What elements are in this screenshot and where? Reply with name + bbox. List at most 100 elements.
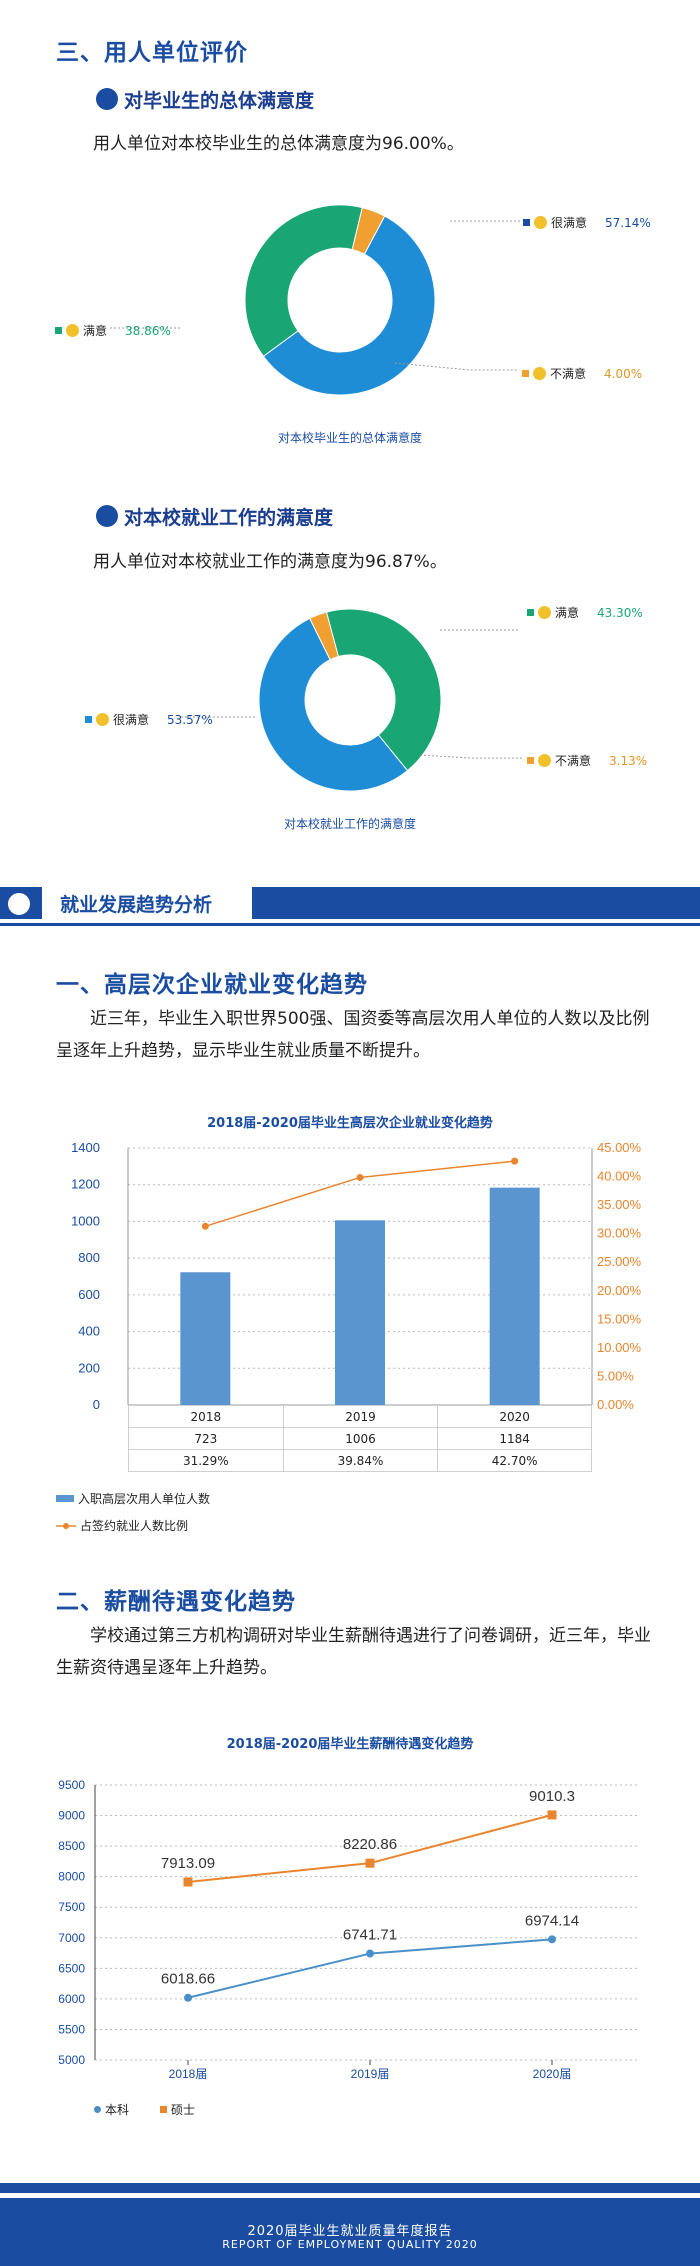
x-tick-label: 2018届 bbox=[169, 2067, 208, 2081]
badge-icon bbox=[96, 88, 118, 110]
table-row: 723 1006 1184 bbox=[128, 1427, 592, 1450]
y-tick-label: 5500 bbox=[58, 2022, 85, 2036]
legend-label: 满意 bbox=[83, 324, 108, 338]
legend-swatch bbox=[94, 2106, 101, 2113]
salary-line-chart: 5000 5500 6000 6500 7000 7500 8000 8500 9000 9500… bbox=[58, 1778, 640, 2081]
legend-item-unsatisfied: 不满意 4.00% bbox=[522, 365, 642, 382]
legend-label: 入职高层次用人单位人数 bbox=[78, 1492, 211, 1506]
donut-slice bbox=[325, 608, 442, 772]
legend-swatch bbox=[527, 757, 534, 764]
legend-swatch bbox=[55, 327, 62, 334]
data-label: 9010.3 bbox=[529, 1788, 575, 1805]
data-point bbox=[366, 1949, 374, 1958]
section-title: 一、高层次企业就业变化趋势 bbox=[56, 972, 368, 998]
legend-label: 满意 bbox=[555, 606, 580, 620]
legend-swatch bbox=[56, 1495, 74, 1502]
smiley-icon bbox=[96, 713, 109, 726]
chart-title: 2018届-2020届毕业生高层次企业就业变化趋势 bbox=[207, 1116, 493, 1131]
donut-slice bbox=[258, 617, 409, 792]
chart-caption: 对本校毕业生的总体满意度 bbox=[277, 431, 422, 445]
table-cell: 723 bbox=[128, 1427, 284, 1450]
leader-line bbox=[419, 754, 523, 759]
emblem-icon bbox=[6, 891, 32, 917]
donut-chart-1 bbox=[110, 204, 520, 396]
smiley-icon bbox=[66, 324, 79, 337]
legend-label: 本科 bbox=[105, 2103, 130, 2117]
y2-tick-label: 45.00% bbox=[597, 1140, 642, 1155]
y-tick-label: 9000 bbox=[58, 1809, 85, 1823]
combo-chart: 0 200 400 600 800 1000 1200 1400 0.00% 5.00% 10.00… bbox=[71, 1140, 642, 1412]
table-row: 2018 2019 2020 bbox=[128, 1405, 592, 1428]
legend-item-line: 占签约就业人数比例 bbox=[56, 1517, 188, 1534]
y-tick-label: 1000 bbox=[71, 1213, 100, 1228]
bar bbox=[489, 1187, 540, 1405]
subsection-title: 对本校就业工作的满意度 bbox=[124, 507, 334, 529]
table-cell: 1184 bbox=[437, 1427, 592, 1450]
bar bbox=[335, 1220, 385, 1405]
legend-swatch bbox=[527, 609, 534, 616]
donut-slice bbox=[309, 611, 339, 661]
legend-swatch bbox=[523, 219, 530, 226]
chart-caption: 对本校就业工作的满意度 bbox=[283, 817, 416, 831]
table-cell: 2020 bbox=[437, 1405, 592, 1428]
legend-item-master: 硕士 bbox=[160, 2101, 195, 2118]
legend-label: 很满意 bbox=[551, 216, 588, 230]
legend-label: 硕士 bbox=[171, 2103, 196, 2117]
legend-swatch bbox=[85, 716, 92, 723]
data-label: 6018.66 bbox=[161, 1971, 215, 1988]
y-tick-label: 6000 bbox=[58, 1992, 85, 2006]
smiley-icon bbox=[533, 367, 546, 380]
y2-tick-label: 0.00% bbox=[597, 1397, 634, 1412]
leader-line bbox=[394, 362, 518, 371]
x-tick-label: 2019届 bbox=[351, 2067, 390, 2081]
data-point bbox=[547, 1810, 557, 1820]
legend-label: 占签约就业人数比例 bbox=[80, 1519, 189, 1533]
y2-tick-label: 15.00% bbox=[597, 1311, 642, 1326]
table-cell: 39.84% bbox=[282, 1449, 439, 1472]
y-tick-label: 800 bbox=[78, 1250, 100, 1265]
footer-stripe bbox=[0, 2183, 700, 2193]
y-tick-label: 200 bbox=[78, 1360, 100, 1375]
legend-value: 43.30% bbox=[597, 605, 643, 620]
y-tick-label: 9500 bbox=[58, 1778, 85, 1792]
y-tick-label: 1400 bbox=[71, 1140, 100, 1155]
data-point bbox=[356, 1173, 364, 1181]
paragraph: 用人单位对本校就业工作的满意度为96.87%。 bbox=[93, 552, 447, 572]
y2-tick-label: 40.00% bbox=[597, 1169, 642, 1184]
table-cell: 31.29% bbox=[128, 1449, 284, 1472]
data-point bbox=[184, 1993, 192, 2002]
table-cell: 2018 bbox=[128, 1405, 284, 1428]
smiley-icon bbox=[538, 606, 551, 619]
legend-swatch bbox=[522, 370, 529, 377]
data-point bbox=[201, 1222, 209, 1230]
legend-value: 53.57% bbox=[167, 712, 213, 727]
data-point bbox=[511, 1157, 519, 1165]
legend-label: 不满意 bbox=[555, 754, 592, 768]
y-tick-label: 1200 bbox=[71, 1177, 100, 1192]
data-point bbox=[365, 1858, 375, 1868]
data-point bbox=[548, 1935, 556, 1944]
donut-chart-2 bbox=[180, 608, 523, 792]
y-tick-label: 8500 bbox=[58, 1839, 85, 1853]
legend-swatch bbox=[160, 2106, 167, 2113]
legend-label: 不满意 bbox=[550, 367, 587, 381]
y2-tick-label: 30.00% bbox=[597, 1226, 642, 1241]
legend-item-bar: 入职高层次用人单位人数 bbox=[56, 1490, 210, 1507]
data-label: 6974.14 bbox=[525, 1912, 579, 1929]
donut-slice bbox=[351, 207, 386, 255]
legend-value: 4.00% bbox=[604, 366, 643, 381]
y2-tick-label: 35.00% bbox=[597, 1197, 642, 1212]
footer-title-cn: 2020届毕业生就业质量年度报告 bbox=[247, 2224, 453, 2239]
badge-icon bbox=[96, 505, 118, 527]
data-table: 2018 2019 2020 723 1006 1184 31.29% 39.8… bbox=[128, 1405, 592, 1472]
bar bbox=[180, 1272, 231, 1405]
subsection-title: 对毕业生的总体满意度 bbox=[124, 90, 315, 112]
table-cell: 1006 bbox=[282, 1427, 439, 1450]
table-row: 31.29% 39.84% 42.70% bbox=[128, 1449, 592, 1472]
y2-tick-label: 10.00% bbox=[597, 1340, 642, 1355]
y-tick-label: 600 bbox=[78, 1287, 100, 1302]
paragraph: 学校通过第三方机构调研对毕业生薪酬待遇进行了问卷调研，近三年，毕业生薪资待遇呈逐… bbox=[56, 1626, 651, 1678]
legend-item-undergrad: 本科 bbox=[94, 2101, 129, 2118]
legend-value: 3.13% bbox=[609, 753, 648, 768]
section-title: 二、薪酬待遇变化趋势 bbox=[56, 1589, 296, 1615]
